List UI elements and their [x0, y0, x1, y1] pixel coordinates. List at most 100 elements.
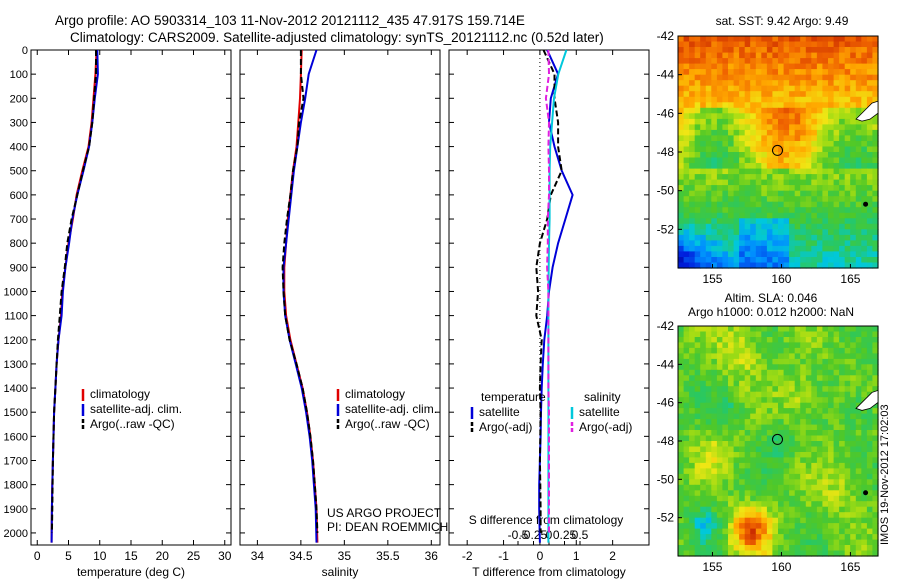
- heatmap-cell: [750, 424, 757, 431]
- heatmap-cell: [733, 118, 740, 125]
- heatmap-cell: [828, 74, 835, 81]
- heatmap-cell: [683, 124, 690, 131]
- heatmap-cell: [816, 545, 824, 552]
- heatmap-cell: [716, 212, 724, 219]
- heatmap-cell: [700, 473, 707, 480]
- heatmap-cell: [705, 229, 712, 236]
- heatmap-cell: [689, 146, 696, 153]
- heatmap-cell: [789, 218, 796, 225]
- heatmap-cell: [766, 47, 774, 54]
- heatmap-cell: [833, 501, 840, 508]
- heatmap-cell: [805, 446, 812, 453]
- heatmap-cell: [711, 185, 718, 192]
- heatmap-cell: [816, 223, 824, 230]
- heatmap-cell: [750, 152, 757, 159]
- heatmap-cell: [750, 353, 757, 360]
- heatmap-cell: [816, 58, 824, 65]
- heatmap-cell: [694, 364, 701, 371]
- heatmap-cell: [766, 479, 774, 486]
- heatmap-cell: [766, 435, 774, 442]
- heatmap-cell: [872, 501, 879, 508]
- heatmap-cell: [766, 364, 774, 371]
- heatmap-cell: [861, 473, 868, 480]
- heatmap-cell: [861, 506, 868, 513]
- heatmap-cell: [816, 457, 824, 464]
- heatmap-cell: [739, 41, 746, 48]
- heatmap-cell: [711, 473, 718, 480]
- heatmap-cell: [844, 257, 851, 264]
- heatmap-cell: [805, 52, 812, 59]
- heatmap-cell: [728, 550, 735, 557]
- heatmap-cell: [678, 446, 685, 453]
- heatmap-cell: [766, 41, 774, 48]
- heatmap-cell: [766, 490, 774, 497]
- heatmap-cell: [828, 223, 835, 230]
- heatmap-cell: [772, 36, 779, 43]
- heatmap-cell: [800, 58, 807, 65]
- heatmap-cell: [689, 501, 696, 508]
- heatmap-cell: [778, 196, 785, 203]
- heatmap-cell: [755, 245, 762, 252]
- heatmap-cell: [722, 457, 729, 464]
- heatmap-cell: [739, 473, 746, 480]
- heatmap-cell: [850, 473, 857, 480]
- heatmap-cell: [700, 124, 707, 131]
- heatmap-cell: [716, 539, 724, 546]
- heatmap-cell: [716, 102, 724, 109]
- heatmap-cell: [716, 124, 724, 131]
- heatmap-cell: [828, 218, 835, 225]
- heatmap-cell: [683, 118, 690, 125]
- heatmap-cell: [694, 545, 701, 552]
- heatmap-cell: [794, 435, 801, 442]
- heatmap-cell: [739, 337, 746, 344]
- heatmap-cell: [711, 545, 718, 552]
- heatmap-cell: [861, 157, 868, 164]
- heatmap-cell: [722, 36, 729, 43]
- heatmap-cell: [783, 473, 790, 480]
- heatmap-cell: [716, 190, 724, 197]
- heatmap-cell: [728, 52, 735, 59]
- heatmap-cell: [683, 331, 690, 338]
- heatmap-cell: [722, 41, 729, 48]
- heatmap-cell: [800, 229, 807, 236]
- heatmap-cell: [794, 375, 801, 382]
- heatmap-cell: [728, 36, 735, 43]
- heatmap-cell: [816, 369, 824, 376]
- heatmap-cell: [750, 347, 757, 354]
- heatmap-cell: [778, 364, 785, 371]
- heatmap-cell: [700, 157, 707, 164]
- heatmap-cell: [722, 462, 729, 469]
- heatmap-cell: [678, 550, 685, 557]
- heatmap-cell: [811, 69, 818, 76]
- heatmap-cell: [722, 168, 729, 175]
- heatmap-cell: [711, 446, 718, 453]
- heatmap-cell: [722, 179, 729, 186]
- heatmap-cell: [700, 391, 707, 398]
- heatmap-cell: [828, 479, 835, 486]
- heatmap-cell: [844, 251, 851, 258]
- heatmap-cell: [811, 358, 818, 365]
- heatmap-cell: [711, 201, 718, 208]
- heatmap-cell: [872, 201, 879, 208]
- heatmap-cell: [822, 223, 829, 230]
- heatmap-cell: [844, 441, 851, 448]
- heatmap-cell: [683, 539, 690, 546]
- heatmap-cell: [755, 479, 762, 486]
- heatmap-cell: [711, 369, 718, 376]
- heatmap-cell: [733, 337, 740, 344]
- heatmap-cell: [850, 495, 857, 502]
- legend-label: climatology: [345, 387, 405, 401]
- heatmap-cell: [678, 528, 685, 535]
- heatmap-cell: [850, 124, 857, 131]
- heatmap-cell: [700, 85, 707, 92]
- heatmap-cell: [805, 96, 812, 103]
- heatmap-cell: [733, 152, 740, 159]
- heatmap-cell: [839, 129, 846, 136]
- heatmap-cell: [839, 342, 846, 349]
- heatmap-cell: [833, 135, 840, 142]
- heatmap-cell: [861, 419, 868, 426]
- heatmap-cell: [705, 185, 712, 192]
- heatmap-cell: [872, 207, 879, 214]
- heatmap-cell: [739, 462, 746, 469]
- heatmap-cell: [700, 534, 707, 541]
